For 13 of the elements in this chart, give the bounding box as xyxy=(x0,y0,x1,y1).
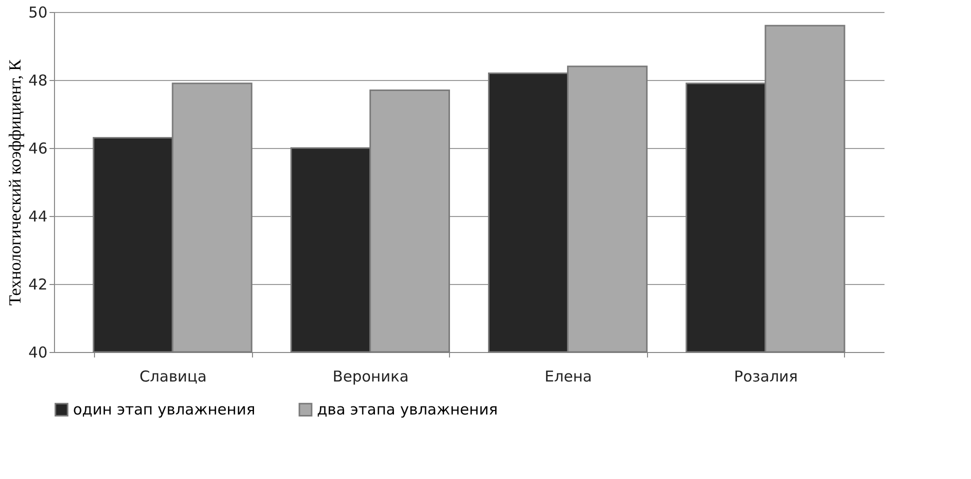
y-tick-label: 48 xyxy=(28,72,48,90)
x-tick-label: Вероника xyxy=(332,368,409,386)
y-tick-label: 46 xyxy=(28,140,48,158)
x-tick-label: Славица xyxy=(139,368,207,386)
y-tick-label: 44 xyxy=(28,208,48,226)
y-tick-label: 40 xyxy=(28,344,48,362)
legend-label: два этапа увлажнения xyxy=(317,400,498,419)
y-axis-title: Технологический коэффициент, К xyxy=(5,58,24,306)
y-tick-label: 50 xyxy=(28,4,48,22)
legend-label: один этап увлажнения xyxy=(73,400,256,419)
x-tick-label: Елена xyxy=(544,368,592,386)
y-tick-label: 42 xyxy=(28,276,48,294)
x-tick-label: Розалия xyxy=(734,368,798,386)
